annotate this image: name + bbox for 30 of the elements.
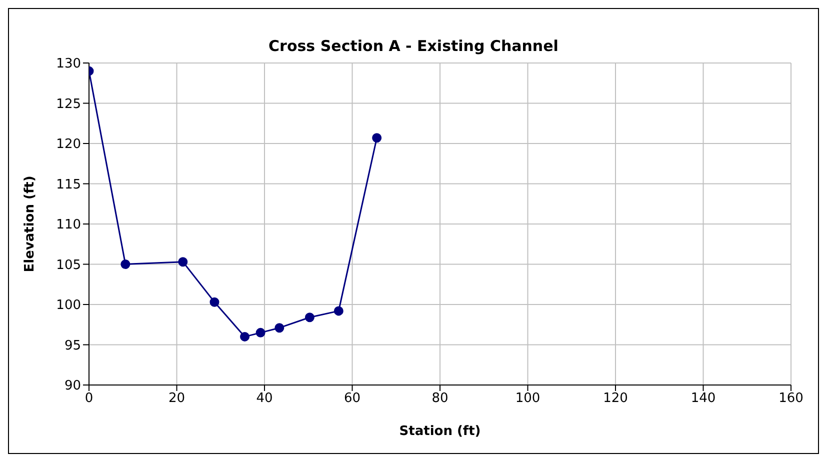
y-tick-label: 105: [56, 258, 81, 273]
y-tick-label: 125: [56, 96, 81, 112]
x-tick-label: 160: [778, 391, 804, 406]
x-tick-label: 20: [168, 391, 186, 406]
chart-title: Cross Section A - Existing Channel: [268, 37, 560, 55]
point: [372, 133, 382, 143]
y-axis-title: Elevation (ft): [22, 176, 38, 272]
point: [334, 306, 344, 316]
y-tick-label: 90: [64, 378, 81, 394]
x-tick-label: 120: [603, 391, 628, 406]
x-axis-title: Station (ft): [399, 424, 481, 439]
point: [256, 328, 266, 338]
point: [178, 257, 188, 267]
y-tick-label: 130: [56, 56, 81, 72]
x-tick-label: 0: [84, 391, 94, 406]
x-tick-label: 80: [432, 391, 448, 406]
point: [274, 323, 284, 333]
y-tick-label: 95: [64, 338, 81, 354]
point: [120, 260, 130, 269]
y-tick-label: 110: [56, 218, 81, 233]
y-tick-label: 115: [56, 177, 81, 192]
point: [210, 297, 220, 307]
y-tick-label: 120: [56, 137, 81, 152]
point: [304, 312, 314, 322]
x-tick-label: 140: [690, 391, 716, 406]
x-tick-label: 100: [515, 391, 540, 406]
x-tick-label: 40: [256, 391, 273, 406]
x-tick-label: 60: [344, 391, 361, 406]
y-tick-label: 100: [56, 298, 81, 314]
point: [240, 332, 250, 342]
